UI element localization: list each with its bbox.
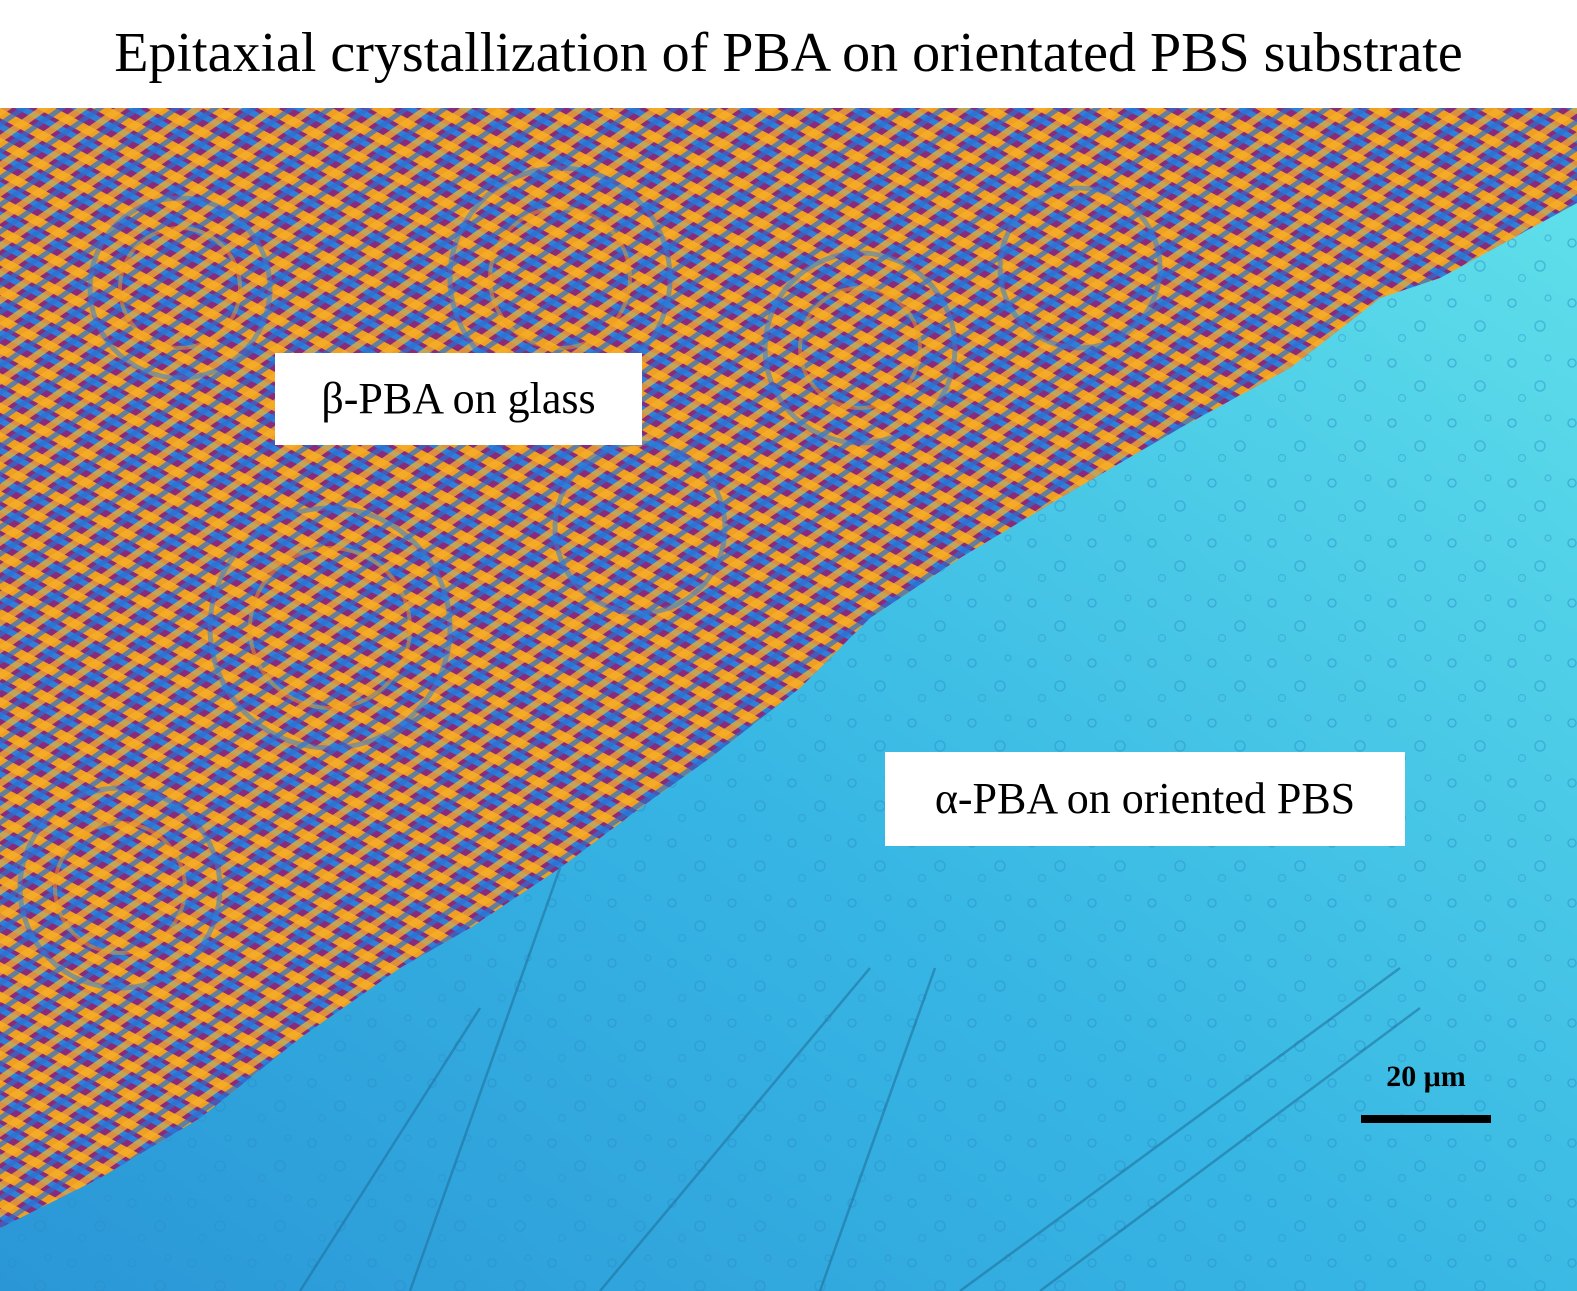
- micrograph-image: [0, 108, 1577, 1291]
- label-beta-pba: β-PBA on glass: [275, 353, 642, 445]
- label-alpha-pba: α-PBA on oriented PBS: [885, 752, 1405, 846]
- micrograph-svg: [0, 108, 1577, 1291]
- scale-bar-line: [1361, 1115, 1491, 1123]
- scale-bar-label: 20 μm: [1386, 1060, 1466, 1093]
- scale-bar: 20 μm: [1361, 1057, 1491, 1129]
- figure-title: Epitaxial crystallization of PBA on orie…: [114, 22, 1463, 84]
